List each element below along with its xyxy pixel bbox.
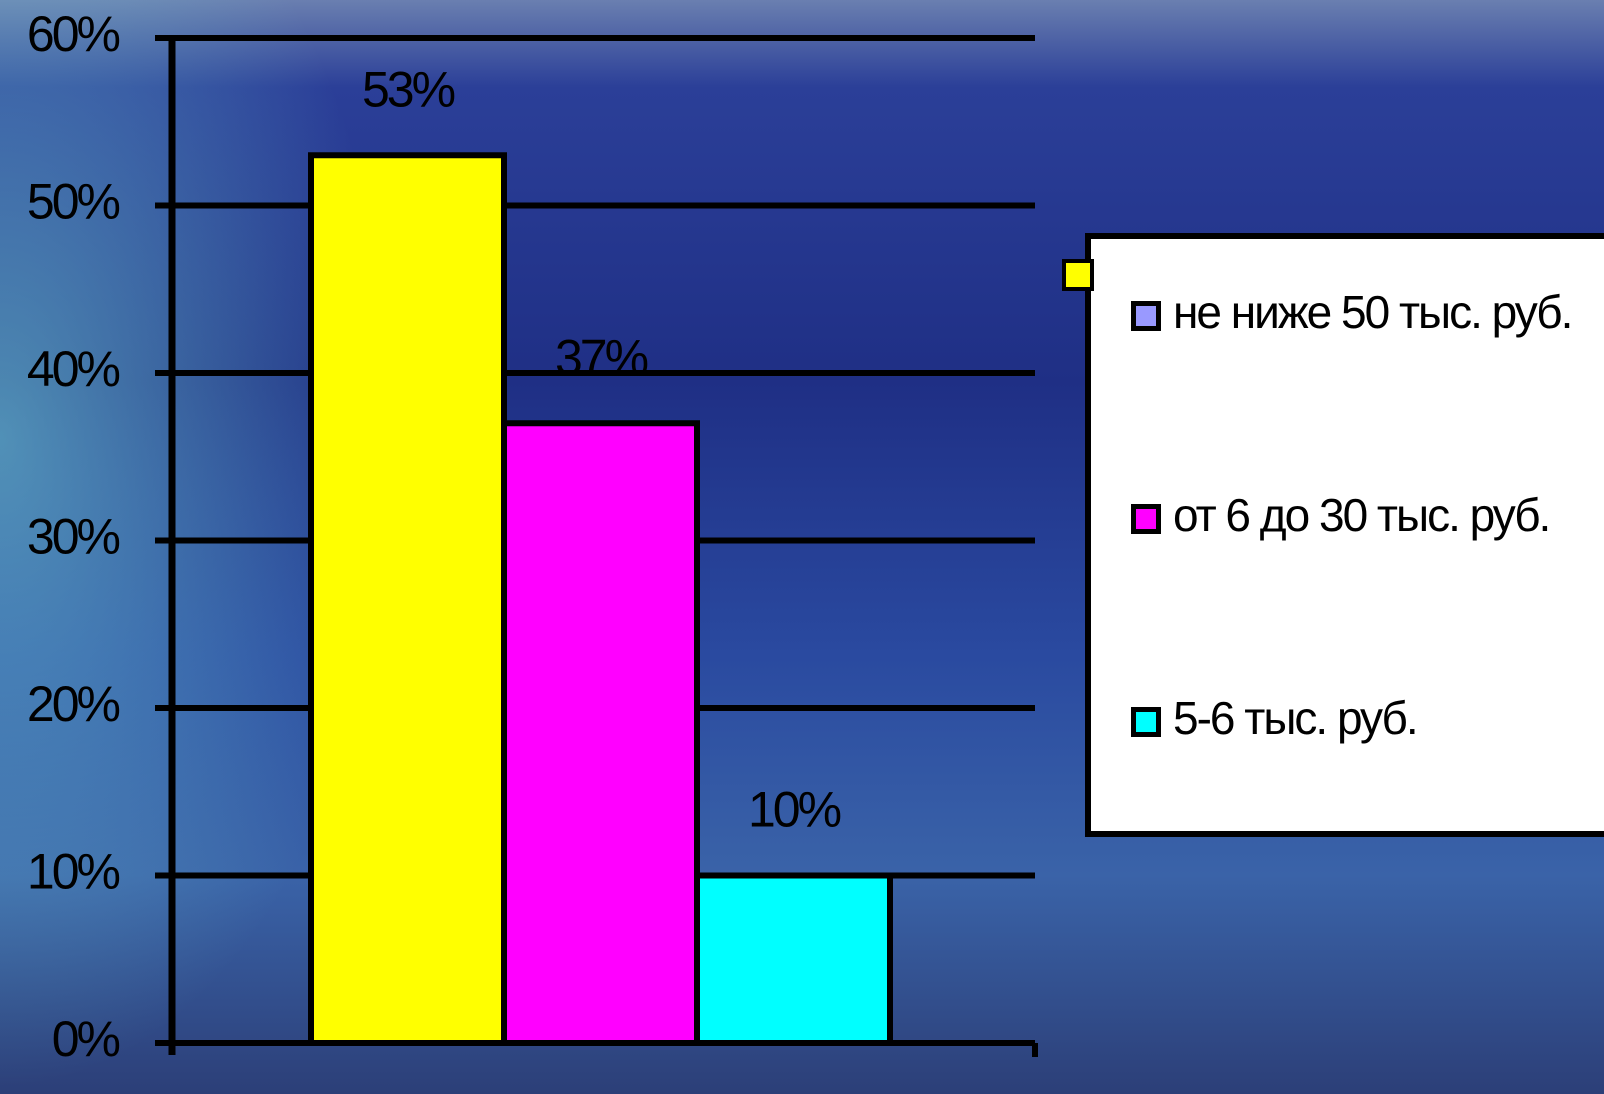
y-tick-label: 30% [27,509,120,565]
legend-swatch [1131,301,1161,331]
y-tick-label: 40% [27,341,120,397]
legend-swatch [1131,707,1161,737]
legend-item: от 6 до 30 тыс. руб. [1131,482,1573,548]
value-label: 10% [748,782,841,838]
y-tick-label: 20% [27,676,120,732]
legend-label: 5-6 тыс. руб. [1173,692,1419,744]
bar [694,872,893,1046]
legend-item: не ниже 50 тыс. руб. [1131,279,1573,345]
bar [308,152,507,1046]
selection-handle [1062,259,1094,291]
y-tick-label: 50% [27,174,120,230]
y-tick-label: 10% [27,844,120,900]
legend-swatch [1131,504,1161,534]
value-label: 37% [555,329,648,385]
legend-label: от 6 до 30 тыс. руб. [1173,489,1551,541]
legend: не ниже 50 тыс. руб. от 6 до 30 тыс. руб.… [1085,233,1604,837]
legend-label: не ниже 50 тыс. руб. [1173,286,1573,338]
y-tick-label: 60% [27,6,120,62]
bar [501,420,700,1046]
value-label: 53% [362,61,455,117]
legend-item: 5-6 тыс. руб. [1131,685,1573,751]
y-tick-label: 0% [52,1011,120,1067]
